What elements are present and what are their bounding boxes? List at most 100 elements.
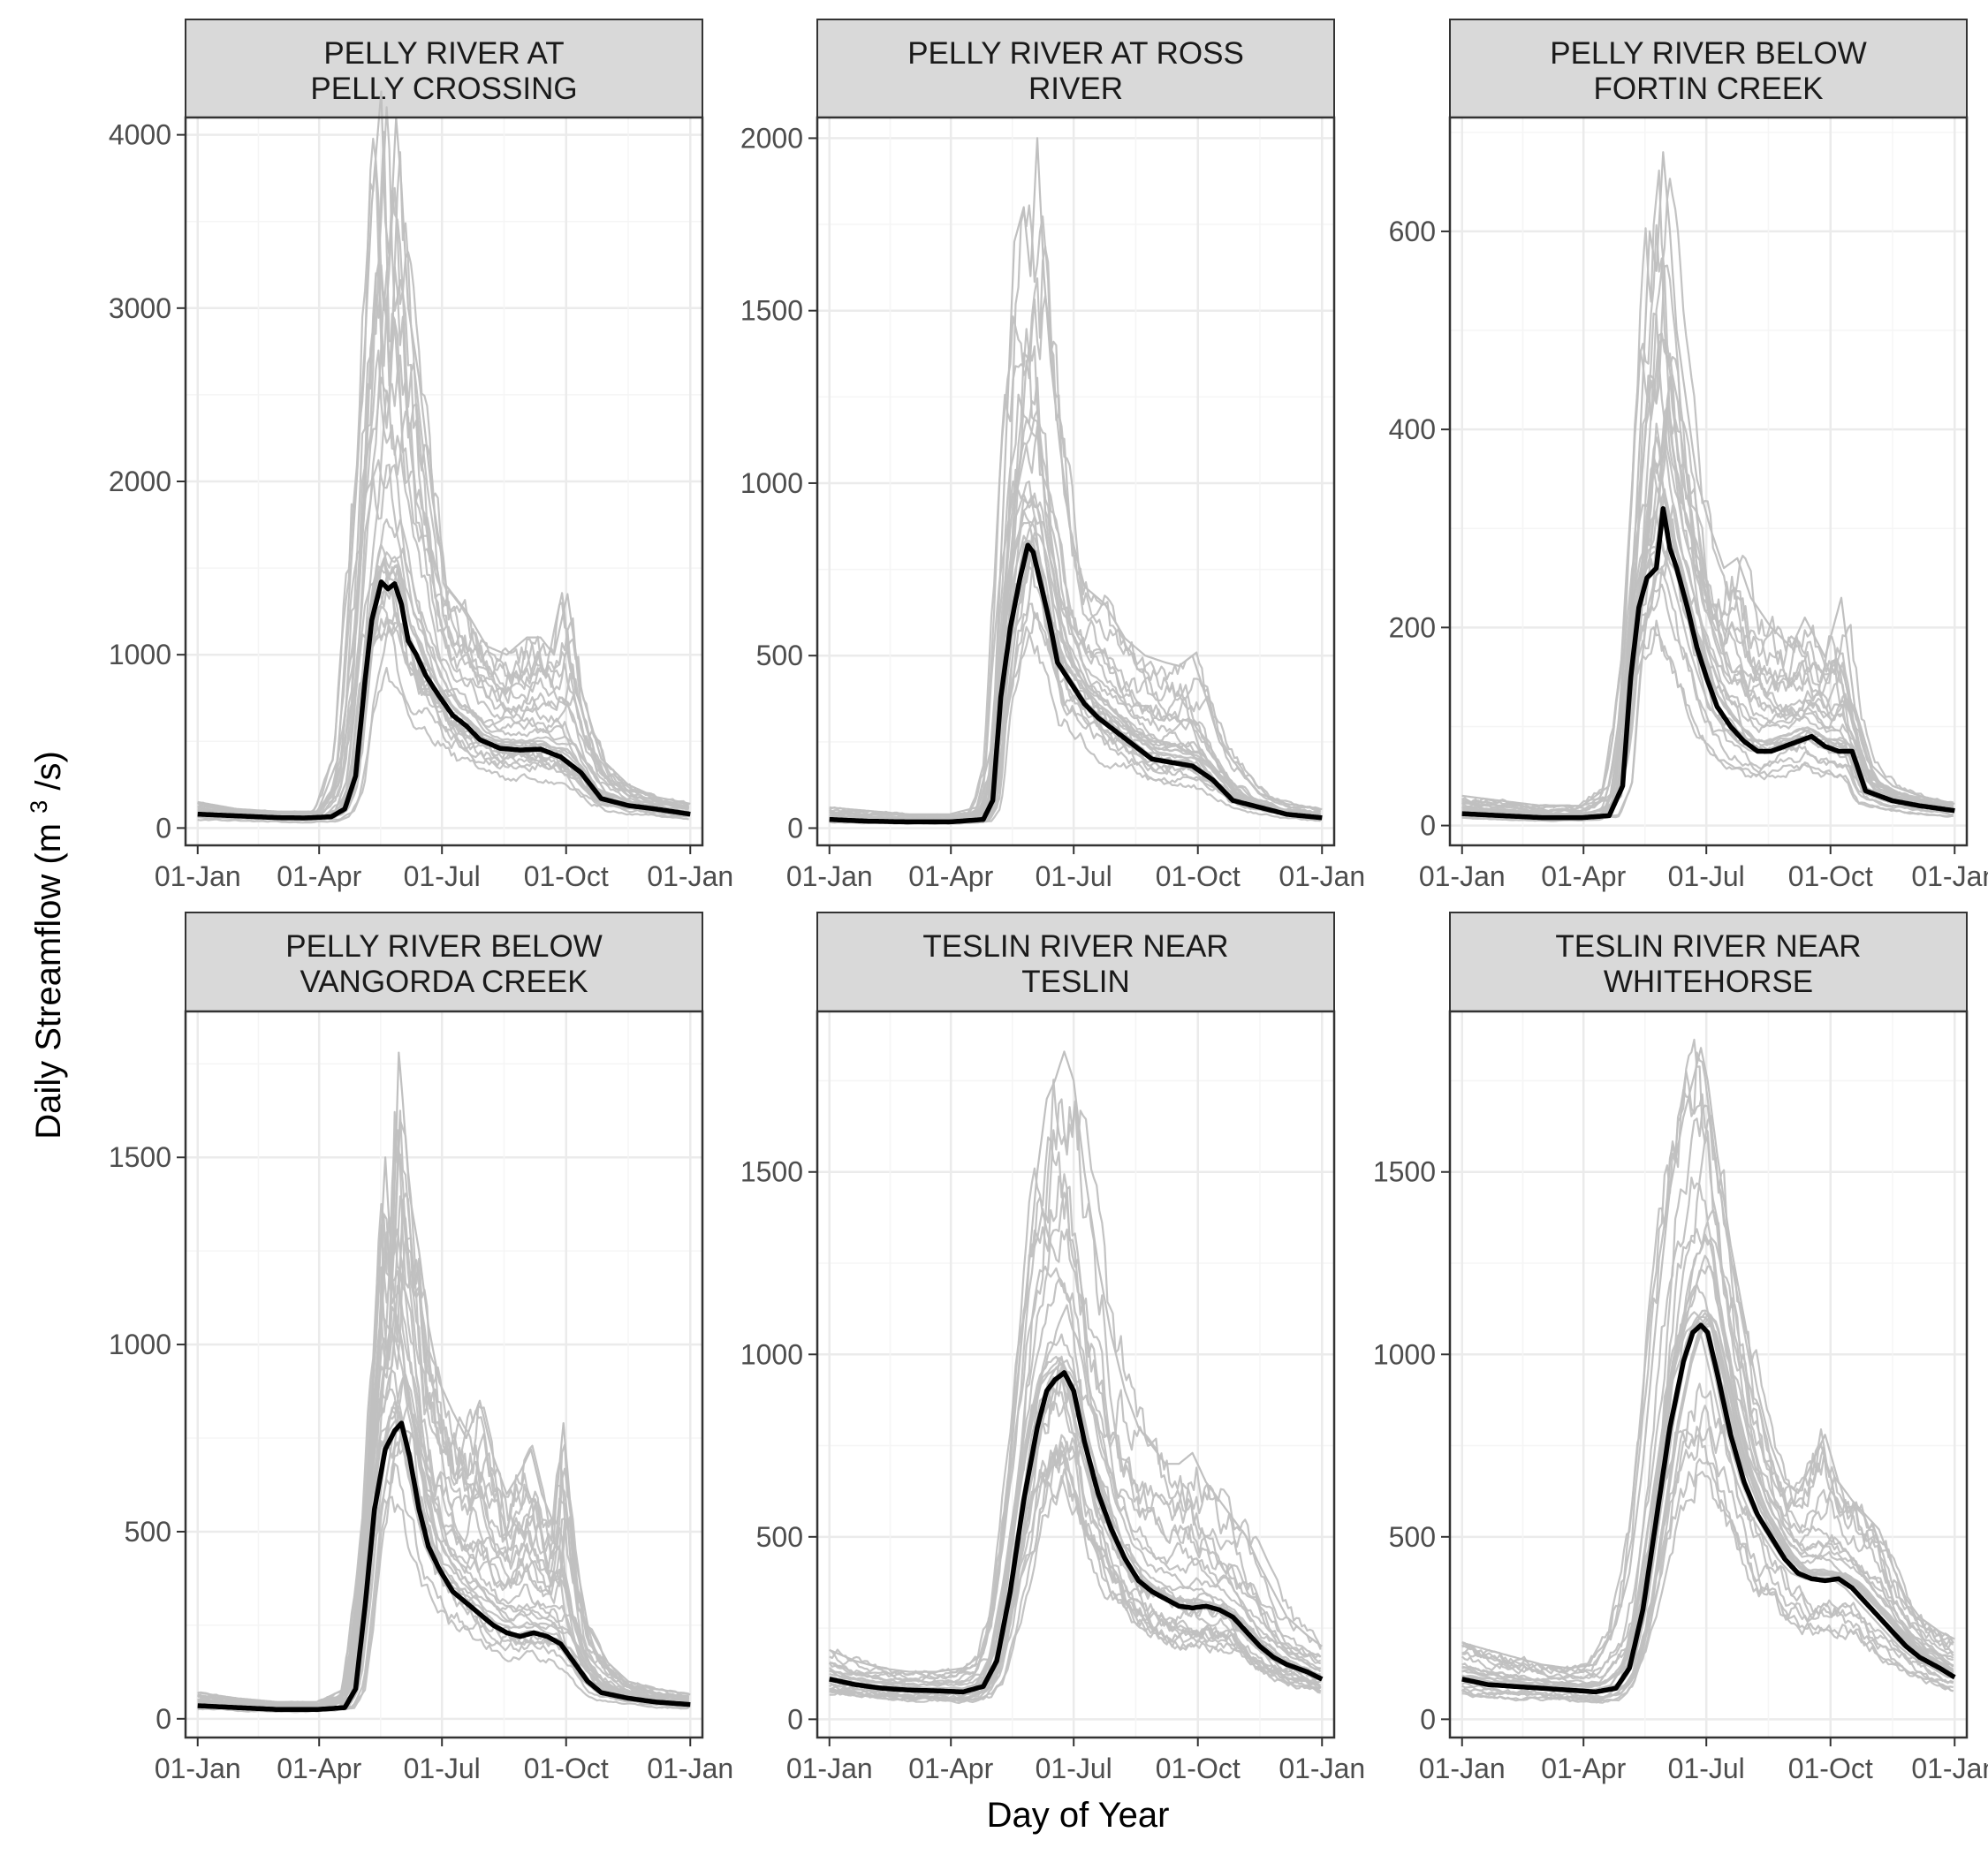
plot-background <box>186 1011 702 1738</box>
historical-year-line <box>1461 1228 1954 1685</box>
facet-title-line: RIVER <box>1028 72 1123 106</box>
facet-title-line: WHITEHORSE <box>1604 965 1813 999</box>
y-tick-label: 4000 <box>109 119 171 151</box>
x-axis-title: Day of Year <box>987 1796 1170 1835</box>
y-tick-label: 1000 <box>109 1329 171 1360</box>
historical-year-line <box>1461 1176 1954 1681</box>
x-tick-label: 01-Jan <box>1911 1753 1988 1784</box>
mean-streamflow-line <box>196 1420 692 1712</box>
y-tick-label: 0 <box>1420 810 1436 842</box>
facet-strip <box>816 912 1335 1012</box>
x-tick-label: 01-Oct <box>1156 860 1241 892</box>
y-tick-label: 1500 <box>740 1156 803 1188</box>
y-tick-label: 1500 <box>109 1141 171 1173</box>
historical-year-line <box>829 1192 1322 1685</box>
y-tick-label: 1000 <box>109 639 171 670</box>
y-tick-label: 1500 <box>740 295 803 327</box>
x-tick-label: 01-Jul <box>1036 1753 1112 1784</box>
y-axis-title: Daily Streamflow (m 3 /s) <box>16 751 68 1140</box>
historical-year-line <box>1461 1470 1954 1704</box>
historical-year-line <box>1461 169 1954 811</box>
panel-border <box>184 1010 704 1739</box>
mean-streamflow-line <box>196 579 692 821</box>
historical-year-line <box>829 1265 1321 1686</box>
mean-streamflow-line <box>1461 1322 1956 1695</box>
y-axis-title-unit-close: /s) <box>29 751 68 790</box>
panel-border <box>1448 116 1969 847</box>
y-tick-label: 0 <box>156 812 171 844</box>
facet-title-line: TESLIN <box>1021 965 1130 999</box>
x-tick-label: 01-Jan <box>786 1753 873 1784</box>
x-tick-label: 01-Jan <box>786 860 873 892</box>
y-tick-label: 1000 <box>1373 1338 1436 1370</box>
y-tick-label: 2000 <box>109 466 171 497</box>
x-tick-label: 01-Apr <box>1541 860 1626 892</box>
historical-envelope-line <box>1461 151 1955 807</box>
y-tick-label: 0 <box>156 1703 171 1735</box>
x-tick-label: 01-Oct <box>1788 860 1873 892</box>
historical-year-line <box>197 1109 689 1707</box>
panel-border <box>816 116 1336 847</box>
historical-year-line <box>1461 1382 1954 1700</box>
x-tick-label: 01-Jan <box>1419 860 1506 892</box>
y-tick-label: 400 <box>1389 413 1436 445</box>
y-tick-label: 500 <box>756 640 803 671</box>
facet-title-line: PELLY RIVER BELOW <box>1550 36 1867 71</box>
x-tick-label: 01-Jan <box>1279 860 1365 892</box>
panel-border <box>1448 1010 1969 1739</box>
x-tick-label: 01-Jan <box>647 860 733 892</box>
historical-year-line <box>829 1079 1322 1676</box>
y-axis-title-unit-sup: 3 <box>26 800 52 814</box>
historical-year-line <box>828 1208 1322 1685</box>
panel-border <box>816 1010 1336 1739</box>
y-tick-label: 500 <box>1389 1521 1436 1553</box>
y-axis-title-main: Daily Streamflow <box>29 874 68 1140</box>
x-tick-label: 01-Oct <box>1788 1753 1873 1784</box>
historical-envelope-line <box>197 90 691 813</box>
historical-year-line <box>1461 1070 1954 1673</box>
mean-streamflow-line <box>828 1370 1324 1695</box>
facet-title-line: VANGORDA CREEK <box>300 965 588 999</box>
x-tick-label: 01-Jan <box>155 860 241 892</box>
facet-title-line: PELLY RIVER BELOW <box>285 929 603 964</box>
y-tick-label: 0 <box>787 1703 803 1735</box>
x-tick-label: 01-Apr <box>277 1753 361 1784</box>
y-tick-label: 1000 <box>740 467 803 499</box>
x-tick-label: 01-Jan <box>1419 1753 1506 1784</box>
historical-year-line <box>829 1441 1321 1701</box>
historical-envelope-line <box>1461 1047 1955 1670</box>
historical-year-line <box>1461 1425 1954 1700</box>
x-tick-label: 01-Jan <box>647 1753 733 1784</box>
x-tick-label: 01-Apr <box>908 1753 993 1784</box>
historical-year-line <box>1461 1233 1954 1687</box>
x-tick-label: 01-Jan <box>155 1753 241 1784</box>
historical-year-line <box>1461 312 1954 814</box>
x-tick-label: 01-Apr <box>1541 1753 1626 1784</box>
y-tick-label: 1500 <box>1373 1156 1436 1188</box>
x-tick-label: 01-Jul <box>1668 860 1745 892</box>
historical-year-line <box>829 1304 1322 1690</box>
facet-title-line: PELLY CROSSING <box>310 72 577 106</box>
y-tick-label: 600 <box>1389 216 1436 247</box>
facet-title-line: TESLIN RIVER NEAR <box>1555 929 1861 964</box>
facet-strip <box>1449 19 1968 118</box>
y-tick-label: 0 <box>787 812 803 844</box>
y-tick-label: 500 <box>125 1516 171 1548</box>
y-tick-label: 500 <box>756 1521 803 1553</box>
facet-title-line: PELLY RIVER AT <box>323 36 564 71</box>
historical-year-line <box>829 328 1321 820</box>
historical-envelope-line <box>829 137 1323 816</box>
historical-year-line <box>197 616 689 822</box>
x-tick-label: 01-Jul <box>404 860 481 892</box>
x-tick-label: 01-Oct <box>524 860 609 892</box>
x-tick-label: 01-Apr <box>908 860 993 892</box>
facet-strip <box>185 912 703 1012</box>
y-tick-label: 2000 <box>740 122 803 154</box>
